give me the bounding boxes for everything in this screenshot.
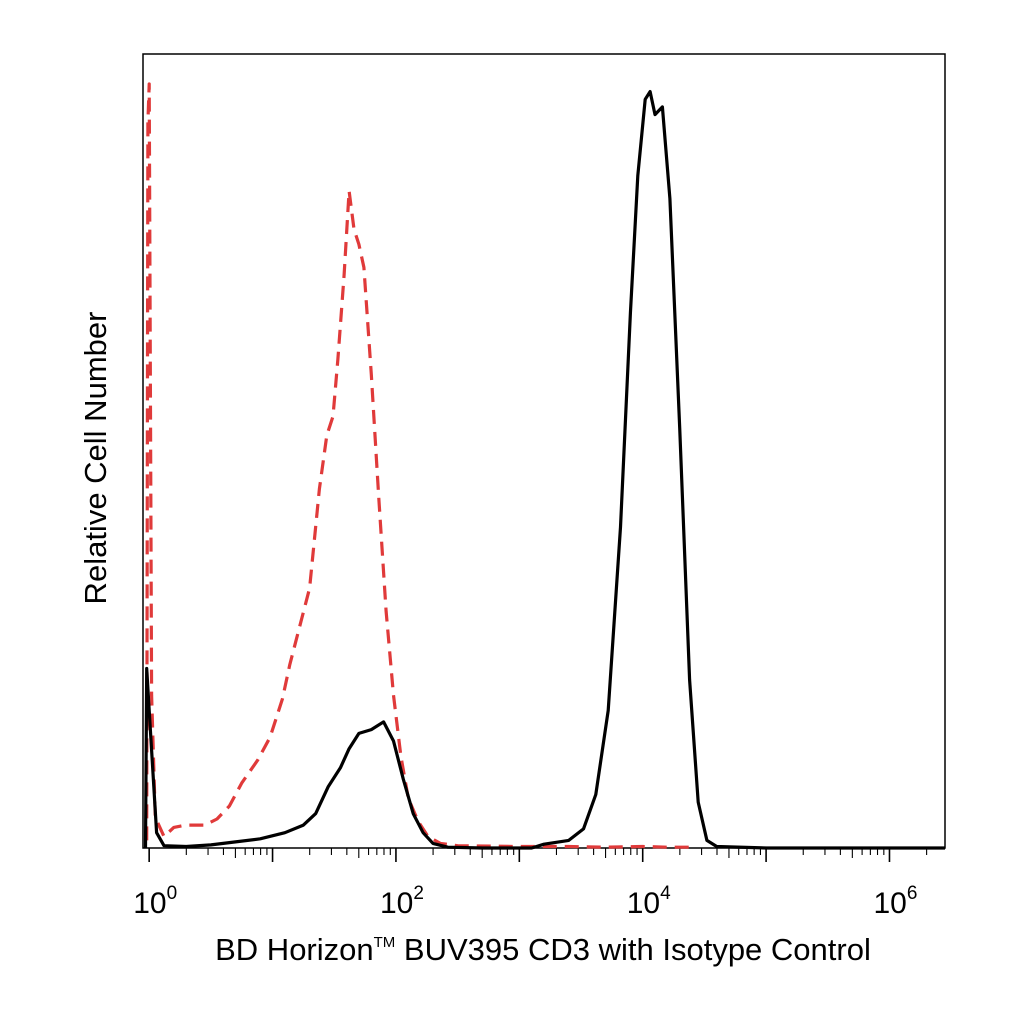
x-axis-title: BD HorizonTM BUV395 CD3 with Isotype Con…	[215, 932, 871, 967]
y-axis-title: Relative Cell Number	[78, 312, 113, 605]
x-tick-label: 106	[874, 883, 918, 920]
x-axis-tick-labels: 100 102 104 106	[133, 883, 917, 920]
plot-frame	[142, 53, 946, 849]
x-tick-label: 104	[627, 883, 671, 920]
x-tick-label: 102	[380, 883, 424, 920]
x-axis-ticks	[148, 848, 928, 862]
x-tick-label: 100	[133, 883, 177, 920]
series-line-isotype-dashed	[145, 82, 693, 849]
series-line-cd3-solid	[143, 90, 945, 850]
series-layer	[143, 82, 945, 850]
